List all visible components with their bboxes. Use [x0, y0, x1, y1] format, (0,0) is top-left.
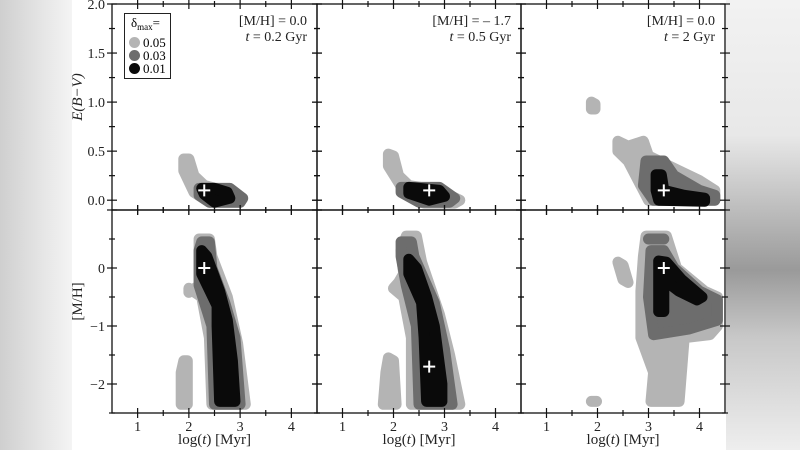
region-delta-0.05: [377, 352, 402, 410]
panel-bottom-0: 0 −1 −2 1 2 3 4 log(t) [Myr] [M/H]: [70, 205, 322, 448]
y-axis-label: [M/H]: [70, 282, 86, 320]
x-axis-label: log(t) [Myr]: [587, 432, 660, 448]
annotation-age: t = 0.2 Gyr: [245, 30, 307, 45]
x-tick-label: 3: [237, 420, 244, 435]
region-delta-0.05: [585, 96, 601, 115]
x-label-var: t: [611, 432, 616, 448]
region-delta-0.01: [196, 245, 241, 407]
annotation-age: t = 2 Gyr: [664, 30, 715, 45]
true-value-marker: [198, 262, 211, 274]
y-axis-label: E(B−V): [70, 73, 86, 122]
annotation-metallicity: [M/H] = – 1.7: [432, 14, 511, 29]
legend: δmax= 0.05 0.03 0.01: [124, 13, 171, 79]
x-tick-label: 1: [543, 420, 550, 435]
y-tick-label: 1.5: [88, 47, 106, 62]
legend-entry-0.05: 0.05: [129, 36, 166, 49]
background-right-edge: [726, 0, 800, 450]
legend-swatch: [129, 63, 140, 74]
panel-top-2: [M/H] = 0.0t = 2 Gyr: [516, 0, 730, 215]
legend-label: 0.05: [143, 35, 166, 50]
age-symbol: t: [664, 30, 669, 45]
panel-bottom-1: 1 2 3 4 log(t) [Myr]: [312, 205, 526, 448]
y-tick-label: −1: [90, 320, 105, 335]
x-axis-label: log(t) [Myr]: [178, 432, 251, 448]
true-value-marker: [657, 262, 670, 274]
y-tick-label: −2: [90, 378, 105, 393]
legend-label: 0.03: [143, 48, 166, 63]
legend-symbol: δ: [131, 15, 138, 30]
x-tick-label: 4: [492, 420, 499, 435]
y-tick-label: 2.0: [88, 0, 106, 13]
panel-bottom-2: 1 2 3 4 log(t) [Myr]: [516, 205, 730, 448]
x-label-pre: log(: [587, 432, 611, 448]
x-label-pre: log(: [383, 432, 407, 448]
annotation-metallicity: [M/H] = 0.0: [239, 14, 307, 29]
age-symbol: t: [245, 30, 250, 45]
background-left-edge: [0, 0, 72, 450]
y-tick-label: 0.0: [88, 194, 106, 209]
panel-top-0: 0.0 0.5 1.0 1.5 2.0 E(B−V) [M/H] = 0.0t = 0.2 …: [70, 0, 322, 215]
x-tick-label: 2: [390, 420, 397, 435]
x-label-post: ) [Myr]: [206, 432, 251, 448]
true-value-marker: [198, 184, 211, 197]
x-tick-label: 3: [645, 420, 652, 435]
panel-top-1: [M/H] = – 1.7t = 0.5 Gyr: [312, 0, 526, 215]
age-value: = 2 Gyr: [668, 30, 716, 45]
annotation-age: t = 0.5 Gyr: [449, 30, 511, 45]
true-value-marker: [423, 360, 436, 373]
x-tick-label: 2: [594, 420, 601, 435]
legend-label: 0.01: [143, 61, 166, 76]
legend-subscript: max: [137, 22, 153, 32]
x-label-pre: log(: [178, 432, 202, 448]
y-tick-label: 1.0: [88, 96, 106, 111]
x-tick-label: 1: [339, 420, 346, 435]
x-tick-label: 4: [288, 420, 295, 435]
age-value: = 0.2 Gyr: [249, 30, 307, 45]
legend-title: δmax=: [131, 16, 160, 34]
region-delta-0.05: [612, 256, 634, 288]
true-value-marker: [423, 184, 436, 197]
x-label-var: t: [407, 432, 412, 448]
legend-swatch: [129, 50, 140, 61]
age-value: = 0.5 Gyr: [453, 30, 511, 45]
annotation-metallicity: [M/H] = 0.0: [647, 14, 715, 29]
region-delta-0.01: [403, 181, 450, 206]
x-axis-label: log(t) [Myr]: [383, 432, 456, 448]
legend-equals: =: [152, 15, 160, 30]
legend-entry-0.03: 0.03: [129, 49, 166, 62]
x-label-post: ) [Myr]: [411, 432, 456, 448]
x-tick-label: 4: [696, 420, 703, 435]
region-delta-0.01: [650, 169, 711, 207]
x-tick-label: 2: [185, 420, 192, 435]
x-tick-label: 1: [134, 420, 141, 435]
true-value-marker: [657, 184, 670, 197]
x-label-var: t: [202, 432, 207, 448]
age-symbol: t: [449, 30, 454, 45]
legend-swatch: [129, 37, 140, 48]
x-tick-label: 3: [441, 420, 448, 435]
y-tick-label: 0.5: [88, 145, 106, 160]
y-tick-label: 0: [98, 262, 105, 277]
region-delta-0.01: [653, 255, 708, 317]
region-delta-0.05: [175, 355, 193, 410]
x-label-post: ) [Myr]: [615, 432, 660, 448]
legend-entry-0.01: 0.01: [129, 62, 166, 75]
